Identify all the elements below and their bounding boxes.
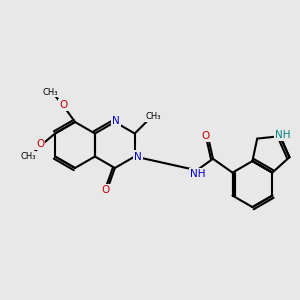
Text: O: O [59,100,68,110]
Text: NH: NH [190,169,206,179]
Text: CH₃: CH₃ [20,152,35,161]
Text: CH₃: CH₃ [145,112,160,121]
Text: O: O [36,139,44,149]
Text: N: N [134,152,142,161]
Text: O: O [201,131,209,141]
Text: CH₃: CH₃ [42,88,58,97]
Text: N: N [112,116,120,126]
Text: O: O [102,184,110,194]
Text: NH: NH [275,130,291,140]
